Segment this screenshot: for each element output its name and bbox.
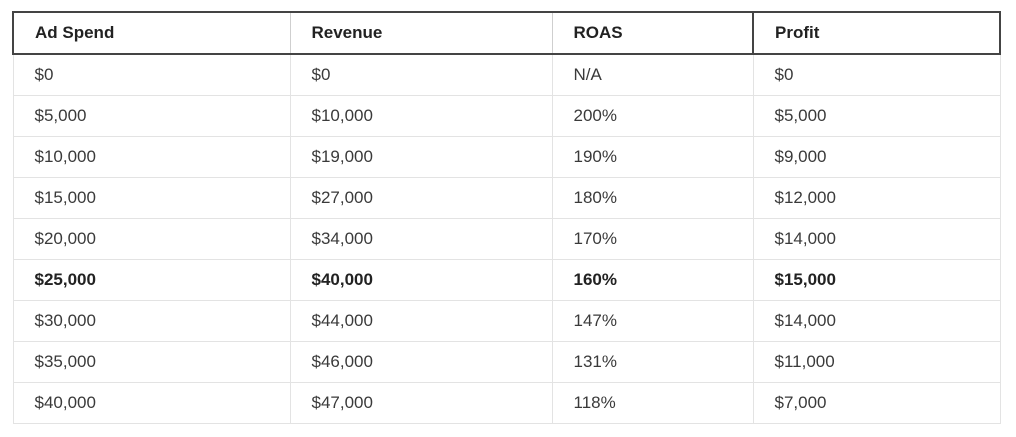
cell-profit: $5,000 [752, 95, 1001, 137]
cell-profit: $14,000 [752, 218, 1001, 260]
table-row: $5,000 $10,000 200% $5,000 [12, 95, 1001, 137]
cell-roas: 160% [551, 259, 754, 301]
table-row: $10,000 $19,000 190% $9,000 [12, 136, 1001, 178]
table-row: $40,000 $47,000 118% $7,000 [12, 382, 1001, 424]
header-revenue: Revenue [289, 11, 553, 55]
cell-roas: 190% [551, 136, 754, 178]
cell-ad-spend: $5,000 [12, 95, 291, 137]
table-row: $15,000 $27,000 180% $12,000 [12, 177, 1001, 219]
cell-revenue: $27,000 [289, 177, 553, 219]
cell-ad-spend: $40,000 [12, 382, 291, 424]
cell-roas: N/A [551, 53, 754, 96]
cell-revenue: $47,000 [289, 382, 553, 424]
cell-profit: $9,000 [752, 136, 1001, 178]
cell-ad-spend: $35,000 [12, 341, 291, 383]
cell-revenue: $19,000 [289, 136, 553, 178]
table-row: $0 $0 N/A $0 [12, 53, 1001, 96]
cell-profit: $12,000 [752, 177, 1001, 219]
header-ad-spend: Ad Spend [12, 11, 291, 55]
cell-roas: 118% [551, 382, 754, 424]
cell-profit: $0 [752, 53, 1001, 96]
cell-profit: $14,000 [752, 300, 1001, 342]
table-body: $0 $0 N/A $0 $5,000 $10,000 200% $5,000 … [12, 53, 1001, 424]
cell-revenue: $34,000 [289, 218, 553, 260]
header-profit: Profit [752, 11, 1001, 55]
cell-ad-spend: $0 [12, 53, 291, 96]
cell-ad-spend: $10,000 [12, 136, 291, 178]
cell-roas: 200% [551, 95, 754, 137]
cell-revenue: $44,000 [289, 300, 553, 342]
table-row: $30,000 $44,000 147% $14,000 [12, 300, 1001, 342]
cell-ad-spend: $15,000 [12, 177, 291, 219]
cell-profit: $15,000 [752, 259, 1001, 301]
header-roas: ROAS [551, 11, 754, 55]
cell-revenue: $40,000 [289, 259, 553, 301]
cell-revenue: $46,000 [289, 341, 553, 383]
cell-roas: 180% [551, 177, 754, 219]
cell-revenue: $0 [289, 53, 553, 96]
table-row-highlighted: $25,000 $40,000 160% $15,000 [12, 259, 1001, 301]
table-row: $20,000 $34,000 170% $14,000 [12, 218, 1001, 260]
cell-roas: 147% [551, 300, 754, 342]
cell-revenue: $10,000 [289, 95, 553, 137]
cell-ad-spend: $30,000 [12, 300, 291, 342]
ad-spend-table: Ad Spend Revenue ROAS Profit $0 $0 N/A $… [12, 11, 1001, 424]
header-row: Ad Spend Revenue ROAS Profit [12, 11, 1001, 55]
cell-ad-spend: $25,000 [12, 259, 291, 301]
data-table-container: Ad Spend Revenue ROAS Profit $0 $0 N/A $… [12, 11, 1001, 424]
cell-ad-spend: $20,000 [12, 218, 291, 260]
cell-roas: 131% [551, 341, 754, 383]
cell-profit: $7,000 [752, 382, 1001, 424]
cell-roas: 170% [551, 218, 754, 260]
cell-profit: $11,000 [752, 341, 1001, 383]
table-row: $35,000 $46,000 131% $11,000 [12, 341, 1001, 383]
